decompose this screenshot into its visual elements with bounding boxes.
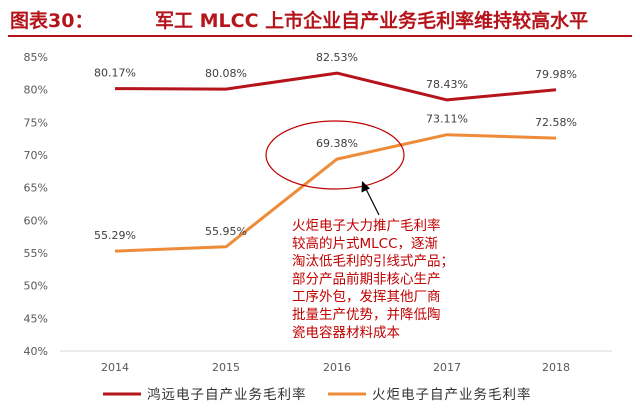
data-label: 69.38%	[316, 137, 358, 150]
annotation-line: 火炬电子大力推广毛利率	[292, 217, 441, 234]
y-tick-label: 75%	[24, 116, 48, 129]
annotation-line: 淘汰低毛利的引线式产品；	[292, 254, 454, 270]
y-tick-label: 40%	[24, 345, 48, 358]
data-label: 55.95%	[205, 225, 247, 238]
data-label: 78.43%	[426, 78, 468, 91]
x-tick-label: 2017	[433, 361, 461, 374]
series-line-2	[114, 133, 557, 253]
x-tick-label: 2014	[101, 361, 129, 374]
legend-label-1: 鸿远电子自产业务毛利率	[147, 386, 307, 403]
figure-number: 图表30：	[10, 10, 94, 32]
data-label: 82.53%	[316, 51, 358, 64]
annotation-line: 部分产品前期非核心生产	[292, 270, 441, 287]
annotation-line: 工序外包，发挥其他厂商	[292, 289, 441, 305]
series-line-1	[114, 71, 557, 102]
data-label: 55.29%	[94, 229, 136, 242]
y-tick-label: 85%	[24, 51, 48, 64]
data-label: 79.98%	[535, 68, 577, 81]
data-label: 80.08%	[205, 67, 247, 80]
data-label: 73.11%	[426, 113, 468, 126]
y-tick-label: 55%	[24, 247, 48, 260]
chart-title: 军工 MLCC 上市企业自产业务毛利率维持较高水平	[155, 10, 589, 32]
y-tick-label: 70%	[24, 149, 48, 162]
annotation-line: 瓷电容器材料成本	[292, 324, 400, 341]
x-tick-label: 2018	[542, 361, 570, 374]
annotation-line: 批量生产优势，并降低陶	[292, 307, 441, 323]
y-tick-label: 45%	[24, 312, 48, 325]
title-underline	[8, 35, 632, 37]
legend-label-2: 火炬电子自产业务毛利率	[372, 386, 532, 403]
annotation-arrow-line	[365, 188, 380, 216]
data-label: 80.17%	[94, 67, 136, 80]
y-tick-label: 50%	[24, 280, 48, 293]
y-tick-label: 65%	[24, 182, 48, 195]
x-tick-label: 2016	[323, 361, 351, 374]
highlight-ellipse	[265, 120, 405, 190]
x-tick-label: 2015	[212, 361, 240, 374]
annotation-line: 较高的片式MLCC，逐渐	[292, 235, 438, 252]
title-bar: 图表30： 军工 MLCC 上市企业自产业务毛利率维持较高水平	[0, 0, 640, 38]
y-tick-label: 60%	[24, 214, 48, 227]
annotation-arrow-head	[361, 181, 370, 193]
data-label: 72.58%	[535, 116, 577, 129]
y-tick-label: 80%	[24, 84, 48, 97]
